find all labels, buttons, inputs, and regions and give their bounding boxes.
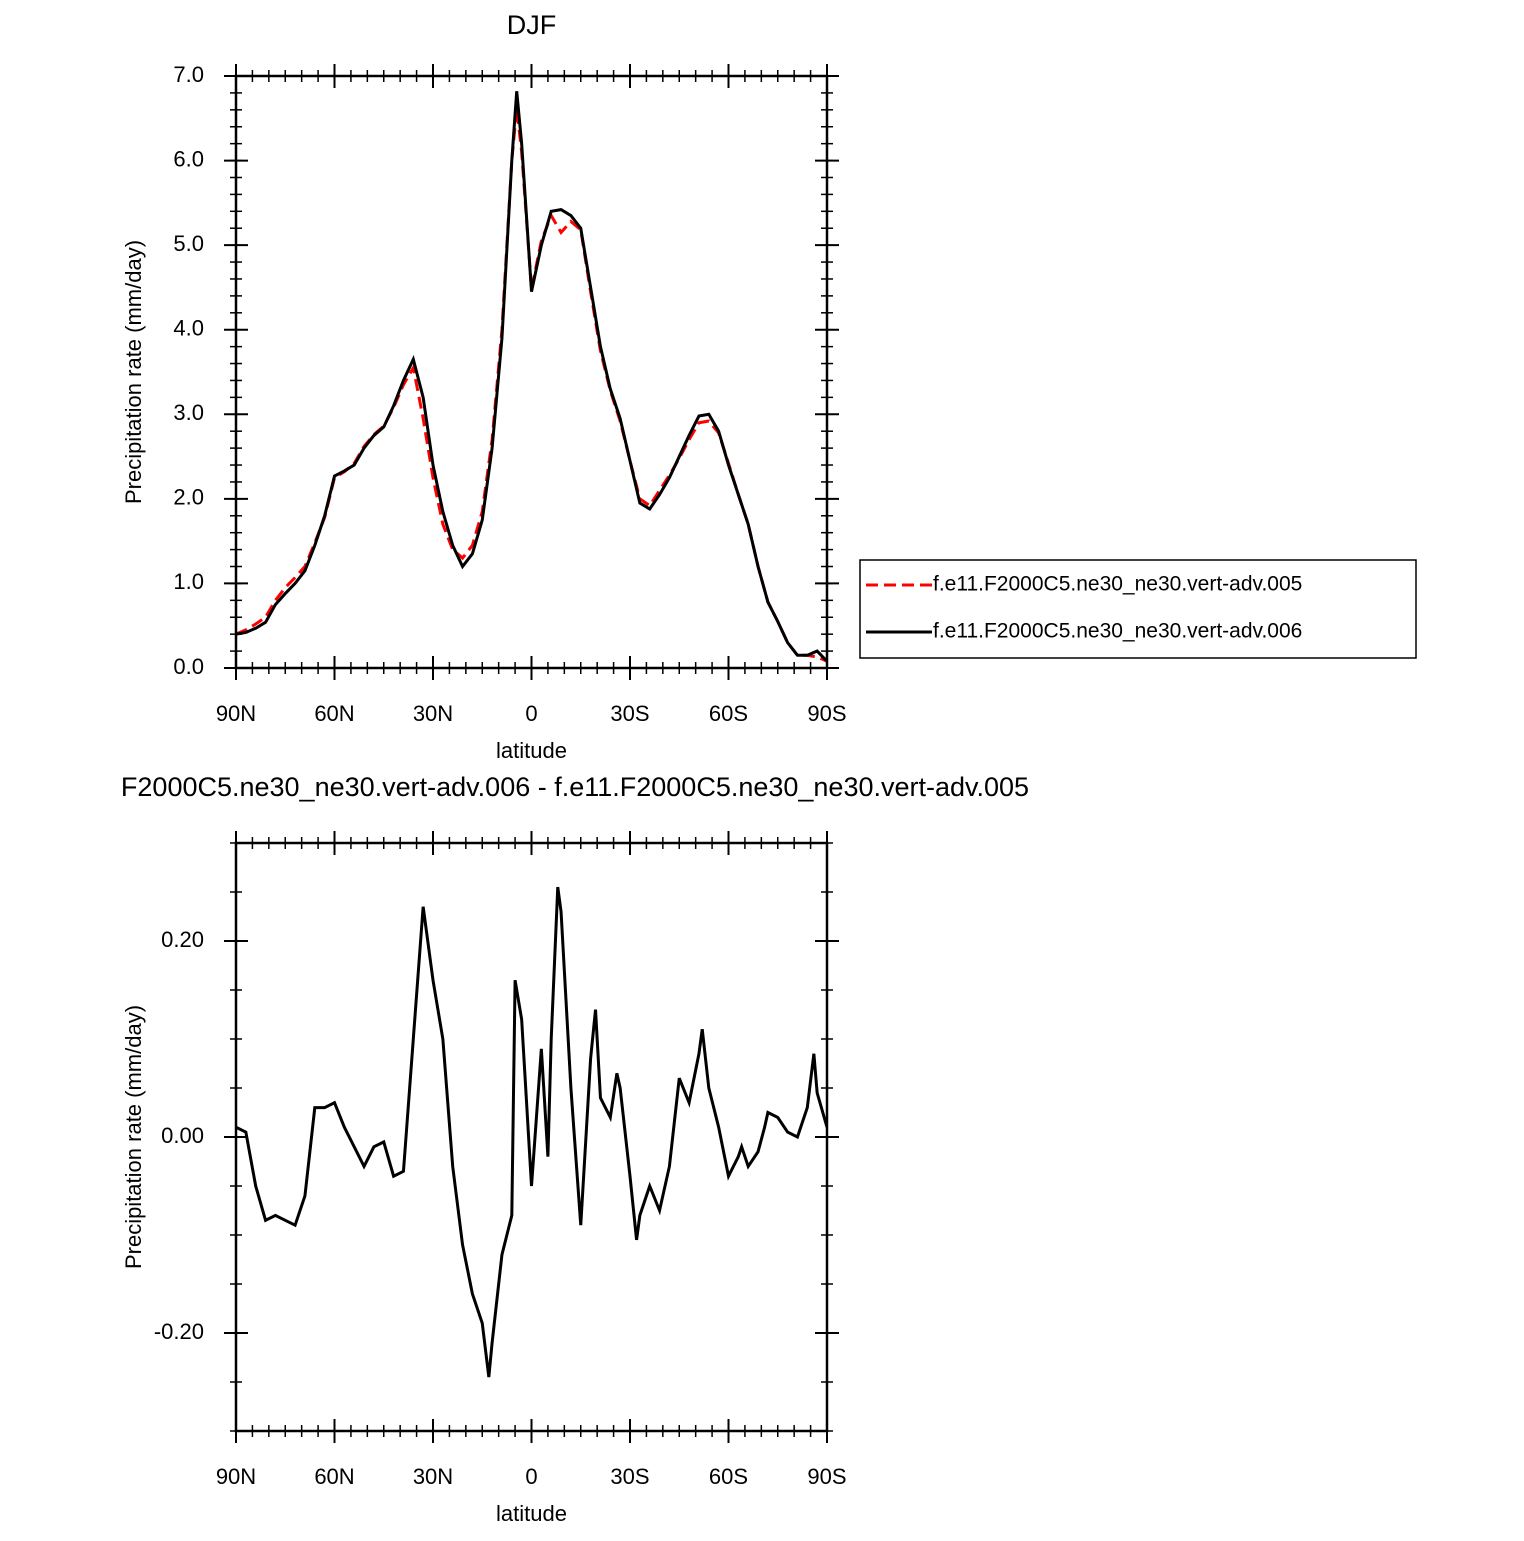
x-axis-title: latitude: [496, 1501, 567, 1526]
series-line: [236, 886, 827, 1378]
x-tick-label: 0: [525, 701, 537, 726]
x-tick-label: 90S: [807, 1464, 846, 1489]
x-tick-label: 0: [525, 1464, 537, 1489]
plot-frame: [234, 841, 829, 1433]
y-tick-label: 0.00: [161, 1123, 204, 1148]
x-tick-label: 60N: [314, 701, 354, 726]
y-axis-title: Precipitation rate (mm/day): [121, 1005, 146, 1269]
legend-box: [859, 559, 1417, 659]
x-tick-label: 30N: [413, 1464, 453, 1489]
x-tick-label: 30S: [610, 701, 649, 726]
y-axis-title: Precipitation rate (mm/day): [121, 240, 146, 504]
y-tick-label: 2.0: [173, 485, 204, 510]
x-tick-label: 30N: [413, 701, 453, 726]
x-tick-label: 60N: [314, 1464, 354, 1489]
x-tick-label: 60S: [709, 1464, 748, 1489]
x-axis-title: latitude: [496, 738, 567, 763]
x-tick-label: 30S: [610, 1464, 649, 1489]
y-tick-label: 4.0: [173, 316, 204, 341]
y-tick-label: 0.20: [161, 927, 204, 952]
x-tick-label: 60S: [709, 701, 748, 726]
legend-label: f.e11.F2000C5.ne30_ne30.vert-adv.005: [933, 573, 1302, 596]
chart-title: DJF: [507, 10, 557, 40]
y-tick-label: 3.0: [173, 400, 204, 425]
chart-title: F2000C5.ne30_ne30.vert-adv.006 - f.e11.F…: [121, 772, 1029, 802]
x-tick-label: 90N: [216, 701, 256, 726]
series-line: [236, 107, 827, 663]
y-tick-label: 0.0: [173, 654, 204, 679]
series-line: [236, 91, 827, 663]
y-tick-label: -0.20: [154, 1319, 204, 1344]
y-tick-label: 7.0: [173, 62, 204, 87]
y-tick-label: 5.0: [173, 231, 204, 256]
y-tick-label: 6.0: [173, 146, 204, 171]
legend-label: f.e11.F2000C5.ne30_ne30.vert-adv.006: [933, 620, 1302, 643]
y-tick-label: 1.0: [173, 569, 204, 594]
x-tick-label: 90N: [216, 1464, 256, 1489]
plot-frame: [234, 74, 829, 670]
x-tick-label: 90S: [807, 701, 846, 726]
